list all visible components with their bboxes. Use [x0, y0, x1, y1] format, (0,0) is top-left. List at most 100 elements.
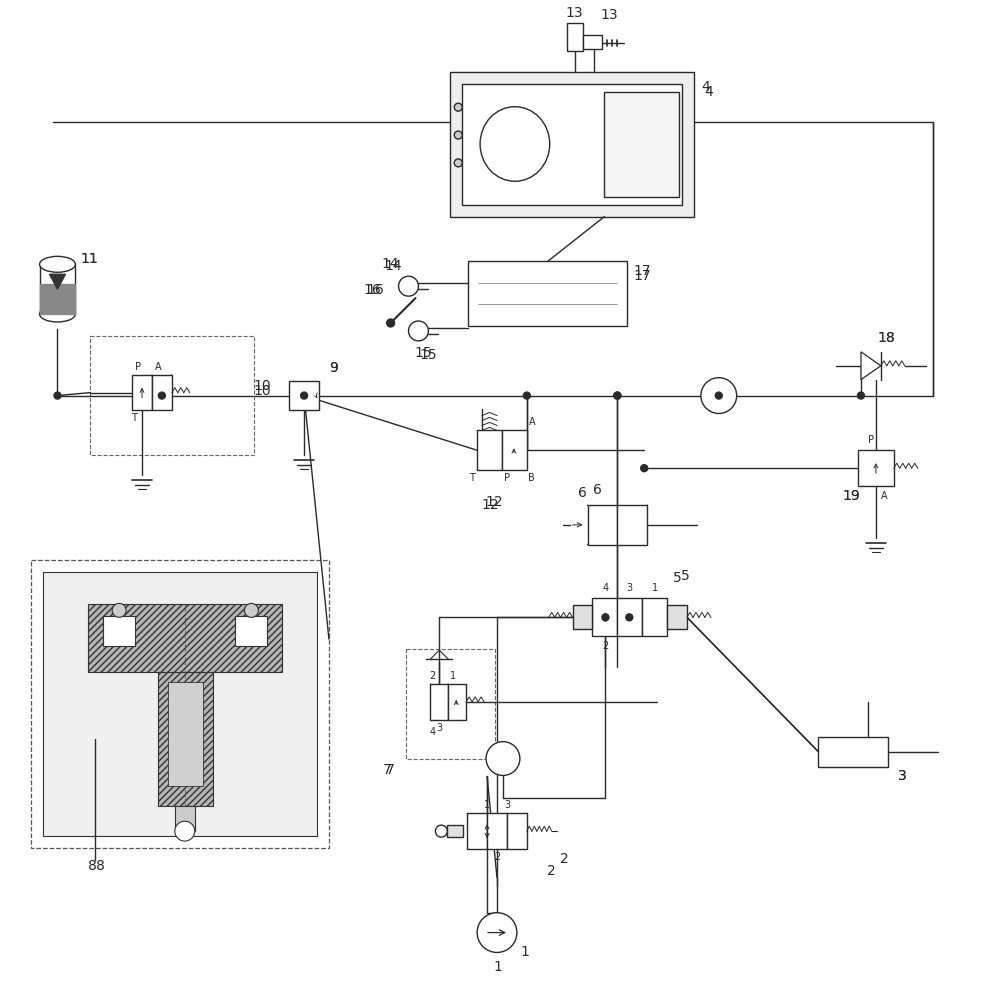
- Ellipse shape: [480, 107, 550, 182]
- Bar: [573, 606, 592, 630]
- Text: 6: 6: [593, 483, 602, 497]
- Text: 2: 2: [560, 852, 569, 866]
- Circle shape: [112, 604, 126, 618]
- Circle shape: [454, 103, 462, 111]
- Text: 7: 7: [383, 763, 392, 777]
- Bar: [31, 560, 329, 848]
- Circle shape: [387, 319, 395, 327]
- Bar: [617, 505, 647, 545]
- Bar: [502, 430, 527, 470]
- Text: 19: 19: [842, 489, 860, 503]
- Bar: [667, 606, 687, 630]
- Bar: [43, 572, 317, 836]
- Circle shape: [301, 392, 308, 399]
- Bar: [487, 813, 507, 849]
- Bar: [158, 672, 213, 806]
- Circle shape: [614, 392, 621, 399]
- Ellipse shape: [40, 306, 75, 322]
- Polygon shape: [50, 274, 65, 289]
- Bar: [175, 806, 195, 831]
- Bar: [588, 505, 617, 545]
- Text: 12: 12: [485, 495, 503, 509]
- Text: 9: 9: [329, 360, 338, 374]
- Text: 17: 17: [633, 269, 651, 283]
- Circle shape: [454, 159, 462, 167]
- Text: 9: 9: [329, 360, 338, 374]
- Circle shape: [641, 465, 648, 472]
- Bar: [430, 684, 448, 720]
- Bar: [617, 599, 642, 637]
- Circle shape: [54, 392, 61, 399]
- Bar: [40, 264, 75, 314]
- Text: 19: 19: [842, 489, 860, 503]
- Bar: [462, 84, 682, 205]
- Text: 8: 8: [96, 859, 105, 873]
- Bar: [507, 813, 527, 849]
- Bar: [168, 682, 203, 786]
- Text: 1: 1: [494, 960, 502, 974]
- Text: 18: 18: [877, 331, 895, 345]
- Text: 17: 17: [633, 264, 651, 278]
- Circle shape: [602, 614, 609, 621]
- Circle shape: [857, 392, 864, 399]
- Bar: [289, 380, 319, 410]
- Polygon shape: [40, 284, 75, 314]
- Bar: [642, 599, 667, 637]
- Text: T: T: [131, 413, 137, 423]
- Text: 3: 3: [898, 769, 907, 783]
- Circle shape: [486, 742, 520, 775]
- Text: 3: 3: [504, 800, 510, 810]
- Circle shape: [158, 392, 165, 399]
- Text: A: A: [881, 491, 887, 501]
- Text: A: A: [155, 361, 161, 371]
- Text: 12: 12: [481, 498, 499, 512]
- Circle shape: [477, 913, 517, 952]
- Text: 10: 10: [254, 378, 271, 392]
- Bar: [818, 737, 888, 766]
- Circle shape: [399, 276, 418, 296]
- Bar: [583, 35, 602, 49]
- Text: P: P: [135, 361, 141, 371]
- Text: 4: 4: [701, 80, 710, 94]
- Text: 4: 4: [704, 85, 713, 99]
- Bar: [467, 813, 487, 849]
- Text: 2: 2: [429, 671, 436, 681]
- Text: 1: 1: [520, 945, 529, 959]
- Circle shape: [435, 825, 447, 837]
- Polygon shape: [861, 352, 881, 379]
- Text: 1: 1: [484, 800, 490, 810]
- Text: 5: 5: [681, 569, 689, 583]
- Text: 16: 16: [364, 283, 382, 297]
- Text: A: A: [529, 417, 535, 427]
- Text: 3: 3: [436, 723, 442, 733]
- Bar: [468, 261, 627, 326]
- Text: 5: 5: [673, 571, 681, 585]
- Text: P: P: [504, 473, 510, 483]
- Bar: [132, 374, 152, 410]
- Circle shape: [701, 377, 737, 413]
- Text: 4: 4: [429, 727, 435, 737]
- Text: 1: 1: [652, 584, 658, 594]
- Circle shape: [409, 321, 428, 341]
- Text: 2: 2: [494, 852, 500, 862]
- Text: 3: 3: [626, 584, 632, 594]
- Text: 15: 15: [420, 348, 437, 362]
- Text: 8: 8: [88, 859, 97, 873]
- Text: 2: 2: [547, 864, 556, 878]
- Text: 2: 2: [602, 641, 609, 651]
- Bar: [604, 92, 679, 197]
- Bar: [90, 336, 254, 455]
- Text: 13: 13: [566, 6, 583, 20]
- Text: P: P: [868, 435, 874, 445]
- Text: 7: 7: [386, 763, 395, 777]
- Bar: [477, 430, 502, 470]
- Bar: [406, 649, 495, 758]
- Bar: [448, 684, 466, 720]
- Ellipse shape: [40, 256, 75, 272]
- Text: 3: 3: [898, 769, 907, 783]
- Circle shape: [244, 604, 258, 618]
- Text: 1: 1: [450, 671, 456, 681]
- Text: 16: 16: [367, 283, 385, 297]
- Bar: [103, 617, 135, 646]
- Text: 4: 4: [602, 584, 608, 594]
